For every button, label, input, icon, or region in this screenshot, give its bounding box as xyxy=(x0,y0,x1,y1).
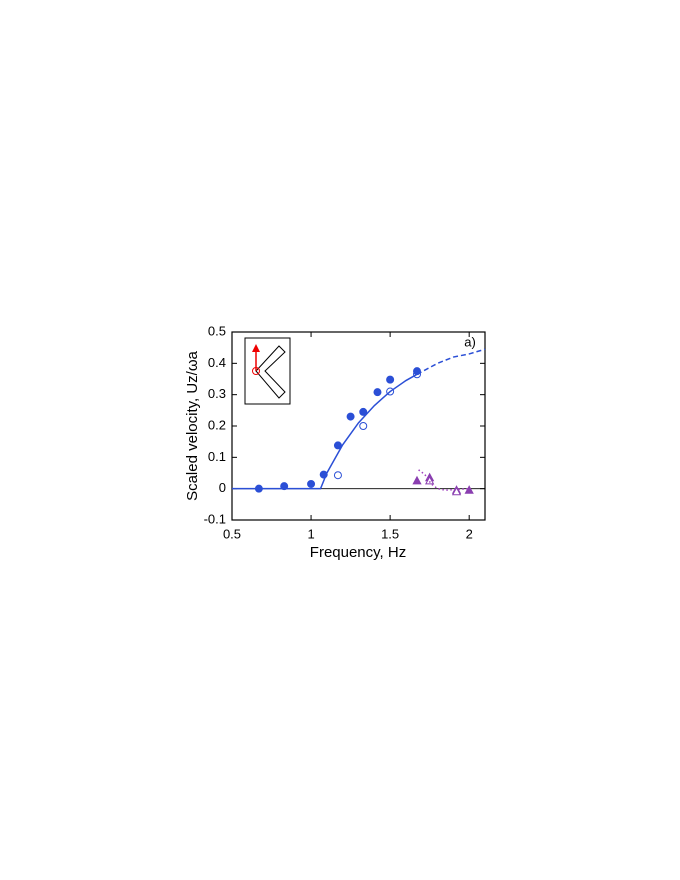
x-tick-label: 2 xyxy=(466,526,473,541)
x-tick-label: 0.5 xyxy=(223,526,241,541)
y-tick-label: 0.2 xyxy=(208,417,226,432)
x-tick-label: 1.5 xyxy=(381,526,399,541)
data-point xyxy=(346,412,355,421)
y-tick-label: 0.4 xyxy=(208,355,226,370)
data-point xyxy=(451,486,462,496)
annotation: a) xyxy=(464,334,476,349)
inset-arrowhead xyxy=(252,344,260,352)
inset xyxy=(244,337,291,405)
y-tick-label: 0.5 xyxy=(208,323,226,338)
y-tick-label: 0.1 xyxy=(208,449,226,464)
data-point xyxy=(425,475,435,485)
fit-line xyxy=(416,348,486,375)
data-point xyxy=(373,388,382,397)
y-tick-label: 0 xyxy=(219,480,226,495)
data-point xyxy=(333,441,342,450)
fit-line xyxy=(232,373,418,490)
data-point xyxy=(359,422,368,430)
data-point xyxy=(280,482,289,491)
data-point xyxy=(413,370,422,379)
data-point xyxy=(307,479,316,488)
data-point xyxy=(333,471,342,480)
data-point xyxy=(386,375,395,384)
y-tick-label: 0.3 xyxy=(208,386,226,401)
x-axis-title: Frequency, Hz xyxy=(310,544,406,561)
data-point xyxy=(359,407,368,416)
data-point xyxy=(464,485,474,494)
y-axis-title: Scaled velocity, Uz/ωa xyxy=(184,350,201,500)
x-tick-label: 1 xyxy=(307,526,314,541)
y-tick-label: -0.1 xyxy=(204,511,226,526)
inset-shape xyxy=(255,345,286,399)
data-point xyxy=(386,387,395,396)
data-point xyxy=(412,475,422,485)
